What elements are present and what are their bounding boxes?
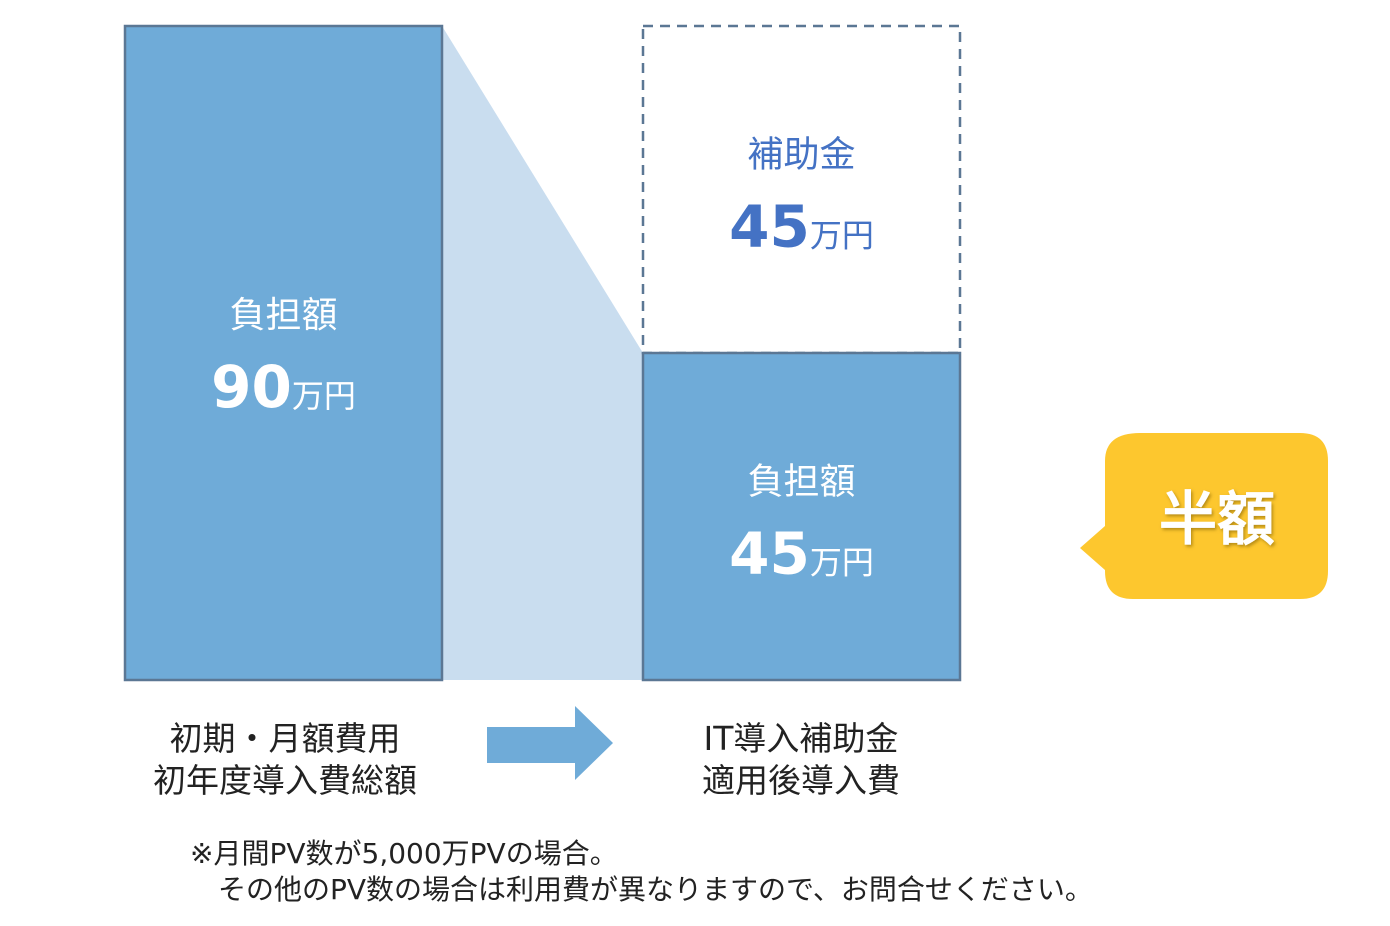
bar-right-label: 負担額: [747, 462, 855, 503]
caption-right-line1: IT導入補助金: [703, 719, 899, 758]
footnote: ※月間PV数が5,000万PVの場合。 その他のPV数の場合は利用費が異なります…: [190, 836, 1093, 908]
connector-funnel: [442, 26, 643, 680]
caption-left-line1: 初期・月額費用: [169, 719, 401, 758]
subsidy-value: 45: [729, 193, 810, 261]
bar-left-value: 90: [211, 353, 292, 421]
subsidy-value-label: 45万円: [729, 193, 874, 261]
bar-after-subsidy-burden: [641, 351, 962, 682]
callout-bubble: [1080, 433, 1328, 599]
callout-text: 半額: [1159, 485, 1275, 553]
subsidy-label: 補助金: [747, 135, 855, 176]
bar-subsidy: [641, 24, 962, 355]
subsidy-unit: 万円: [810, 217, 874, 255]
bar-left-label: 負担額: [229, 295, 337, 336]
caption-left: 初期・月額費用 初年度導入費総額: [85, 718, 485, 802]
footnote-line1: ※月間PV数が5,000万PVの場合。: [190, 837, 618, 870]
bar-left-value-label: 90万円: [211, 353, 356, 421]
bar-right-unit: 万円: [810, 544, 874, 582]
footnote-line2: その他のPV数の場合は利用費が異なりますので、お問合せください。: [190, 873, 1093, 906]
bar-right-value-label: 45万円: [729, 520, 874, 588]
flow-arrow-icon: [487, 706, 613, 780]
bar-left-unit: 万円: [292, 377, 356, 415]
bar-total-burden: [123, 24, 444, 682]
caption-right-line2: 適用後導入費: [702, 761, 900, 800]
caption-left-line2: 初年度導入費総額: [153, 761, 417, 800]
caption-right: IT導入補助金 適用後導入費: [601, 718, 1001, 802]
bar-right-value: 45: [729, 520, 810, 588]
